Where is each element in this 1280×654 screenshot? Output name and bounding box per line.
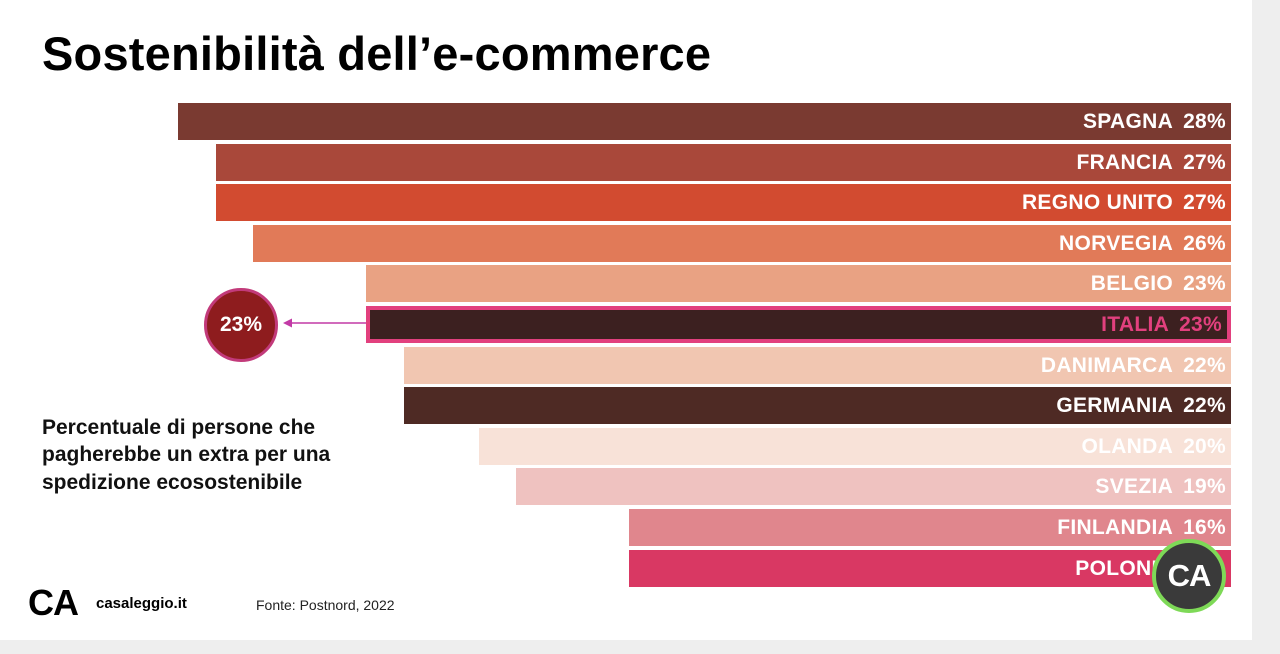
bar-francia: FRANCIA 27% [216, 144, 1231, 181]
bar-value-label: 27% [1183, 150, 1226, 174]
bar-olanda: OLANDA 20% [479, 428, 1231, 465]
bar-label: NORVEGIA 26% [1059, 225, 1226, 262]
bar-label: FINLANDIA 16% [1057, 509, 1226, 546]
highlight-value-badge: 23% [204, 288, 278, 362]
bar-category-label: ITALIA [1101, 312, 1170, 336]
bar-label: DANIMARCA 22% [1041, 347, 1226, 384]
bar-polonia: POLONIA16% [629, 550, 1231, 587]
bar-norvegia: NORVEGIA 26% [253, 225, 1231, 262]
bar-belgio: BELGIO 23% [366, 265, 1231, 302]
bar-germania: GERMANIA 22% [404, 387, 1231, 424]
bar-value-label: 22% [1183, 353, 1226, 377]
bar-danimarca: DANIMARCA 22% [404, 347, 1231, 384]
brand-logo: CA [28, 582, 79, 623]
bar-svezia: SVEZIA 19% [516, 468, 1231, 505]
bar-label: FRANCIA 27% [1076, 144, 1226, 181]
bar-label: SPAGNA 28% [1083, 103, 1226, 140]
bar-regno-unito: REGNO UNITO 27% [216, 184, 1231, 221]
bar-value-label: 23% [1183, 271, 1226, 295]
bar-label: GERMANIA 22% [1056, 387, 1226, 424]
bar-finlandia: FINLANDIA 16% [629, 509, 1231, 546]
bar-label: ITALIA 23% [1101, 310, 1222, 339]
bar-chart: SPAGNA 28% FRANCIA 27% REGNO UNITO 27% NORVEGI… [178, 103, 1231, 587]
bar-value-label: 20% [1183, 434, 1226, 458]
bar-category-label: REGNO UNITO [1021, 190, 1174, 214]
bar-italia: ITALIA 23% [366, 306, 1231, 343]
bar-label: OLANDA 20% [1081, 428, 1226, 465]
bar-value-label: 16% [1183, 515, 1226, 539]
bar-category-label: BELGIO [1090, 271, 1174, 295]
watermark-logo: CA [1152, 539, 1226, 613]
bar-value-label: 22% [1183, 393, 1226, 417]
bar-value-label: 27% [1183, 190, 1226, 214]
source-note: Fonte: Postnord, 2022 [256, 597, 395, 613]
bar-category-label: DANIMARCA [1040, 353, 1174, 377]
bar-label: BELGIO 23% [1091, 265, 1226, 302]
bar-category-label: NORVEGIA [1059, 231, 1174, 255]
page-title: Sostenibilità dell’e-commerce [42, 27, 712, 80]
chart-subtitle: Percentuale di persone che pagherebbe un… [42, 416, 331, 494]
bar-label: REGNO UNITO 27% [1022, 184, 1226, 221]
bar-category-label: FINLANDIA [1057, 515, 1174, 539]
bar-category-label: OLANDA [1081, 434, 1174, 458]
arrow-left-icon [283, 318, 366, 328]
bar-category-label: POLONIA [1075, 556, 1174, 580]
brand-site[interactable]: casaleggio.it [96, 595, 187, 612]
bar-value-label: 26% [1183, 231, 1226, 255]
bar-category-label: SVEZIA [1095, 474, 1174, 498]
bar-value-label: 23% [1179, 312, 1222, 336]
bar-category-label: GERMANIA [1056, 393, 1174, 417]
bar-category-label: SPAGNA [1082, 109, 1174, 133]
bar-spagna: SPAGNA 28% [178, 103, 1231, 140]
bar-value-label: 28% [1183, 109, 1226, 133]
slide: Sostenibilità dell’e-commerce SPAGNA 28% F… [0, 0, 1252, 640]
bar-value-label: 19% [1183, 474, 1226, 498]
bar-category-label: FRANCIA [1076, 150, 1174, 174]
bar-label: SVEZIA 19% [1095, 468, 1226, 505]
